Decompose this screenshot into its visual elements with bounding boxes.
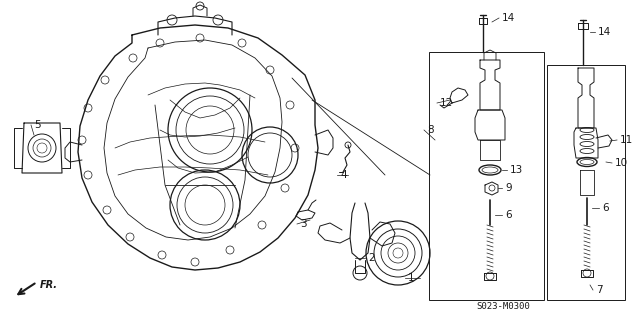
Text: 6: 6 xyxy=(505,210,511,220)
Text: 9: 9 xyxy=(505,183,511,193)
Text: 5: 5 xyxy=(34,120,40,130)
Text: 11: 11 xyxy=(620,135,633,145)
Text: 7: 7 xyxy=(596,285,603,295)
Text: 1: 1 xyxy=(408,273,415,283)
Text: FR.: FR. xyxy=(40,280,58,290)
Text: 13: 13 xyxy=(510,165,524,175)
Text: 8: 8 xyxy=(427,125,434,135)
Bar xyxy=(547,65,625,300)
Bar xyxy=(429,52,544,300)
Text: 4: 4 xyxy=(340,170,347,180)
Text: 2: 2 xyxy=(368,253,374,263)
Text: 14: 14 xyxy=(598,27,611,37)
Text: 6: 6 xyxy=(602,203,609,213)
Text: S023-M0300: S023-M0300 xyxy=(476,302,530,311)
Text: 12: 12 xyxy=(440,98,453,108)
Text: 14: 14 xyxy=(502,13,515,23)
Text: 10: 10 xyxy=(615,158,628,168)
Text: 3: 3 xyxy=(300,219,307,229)
